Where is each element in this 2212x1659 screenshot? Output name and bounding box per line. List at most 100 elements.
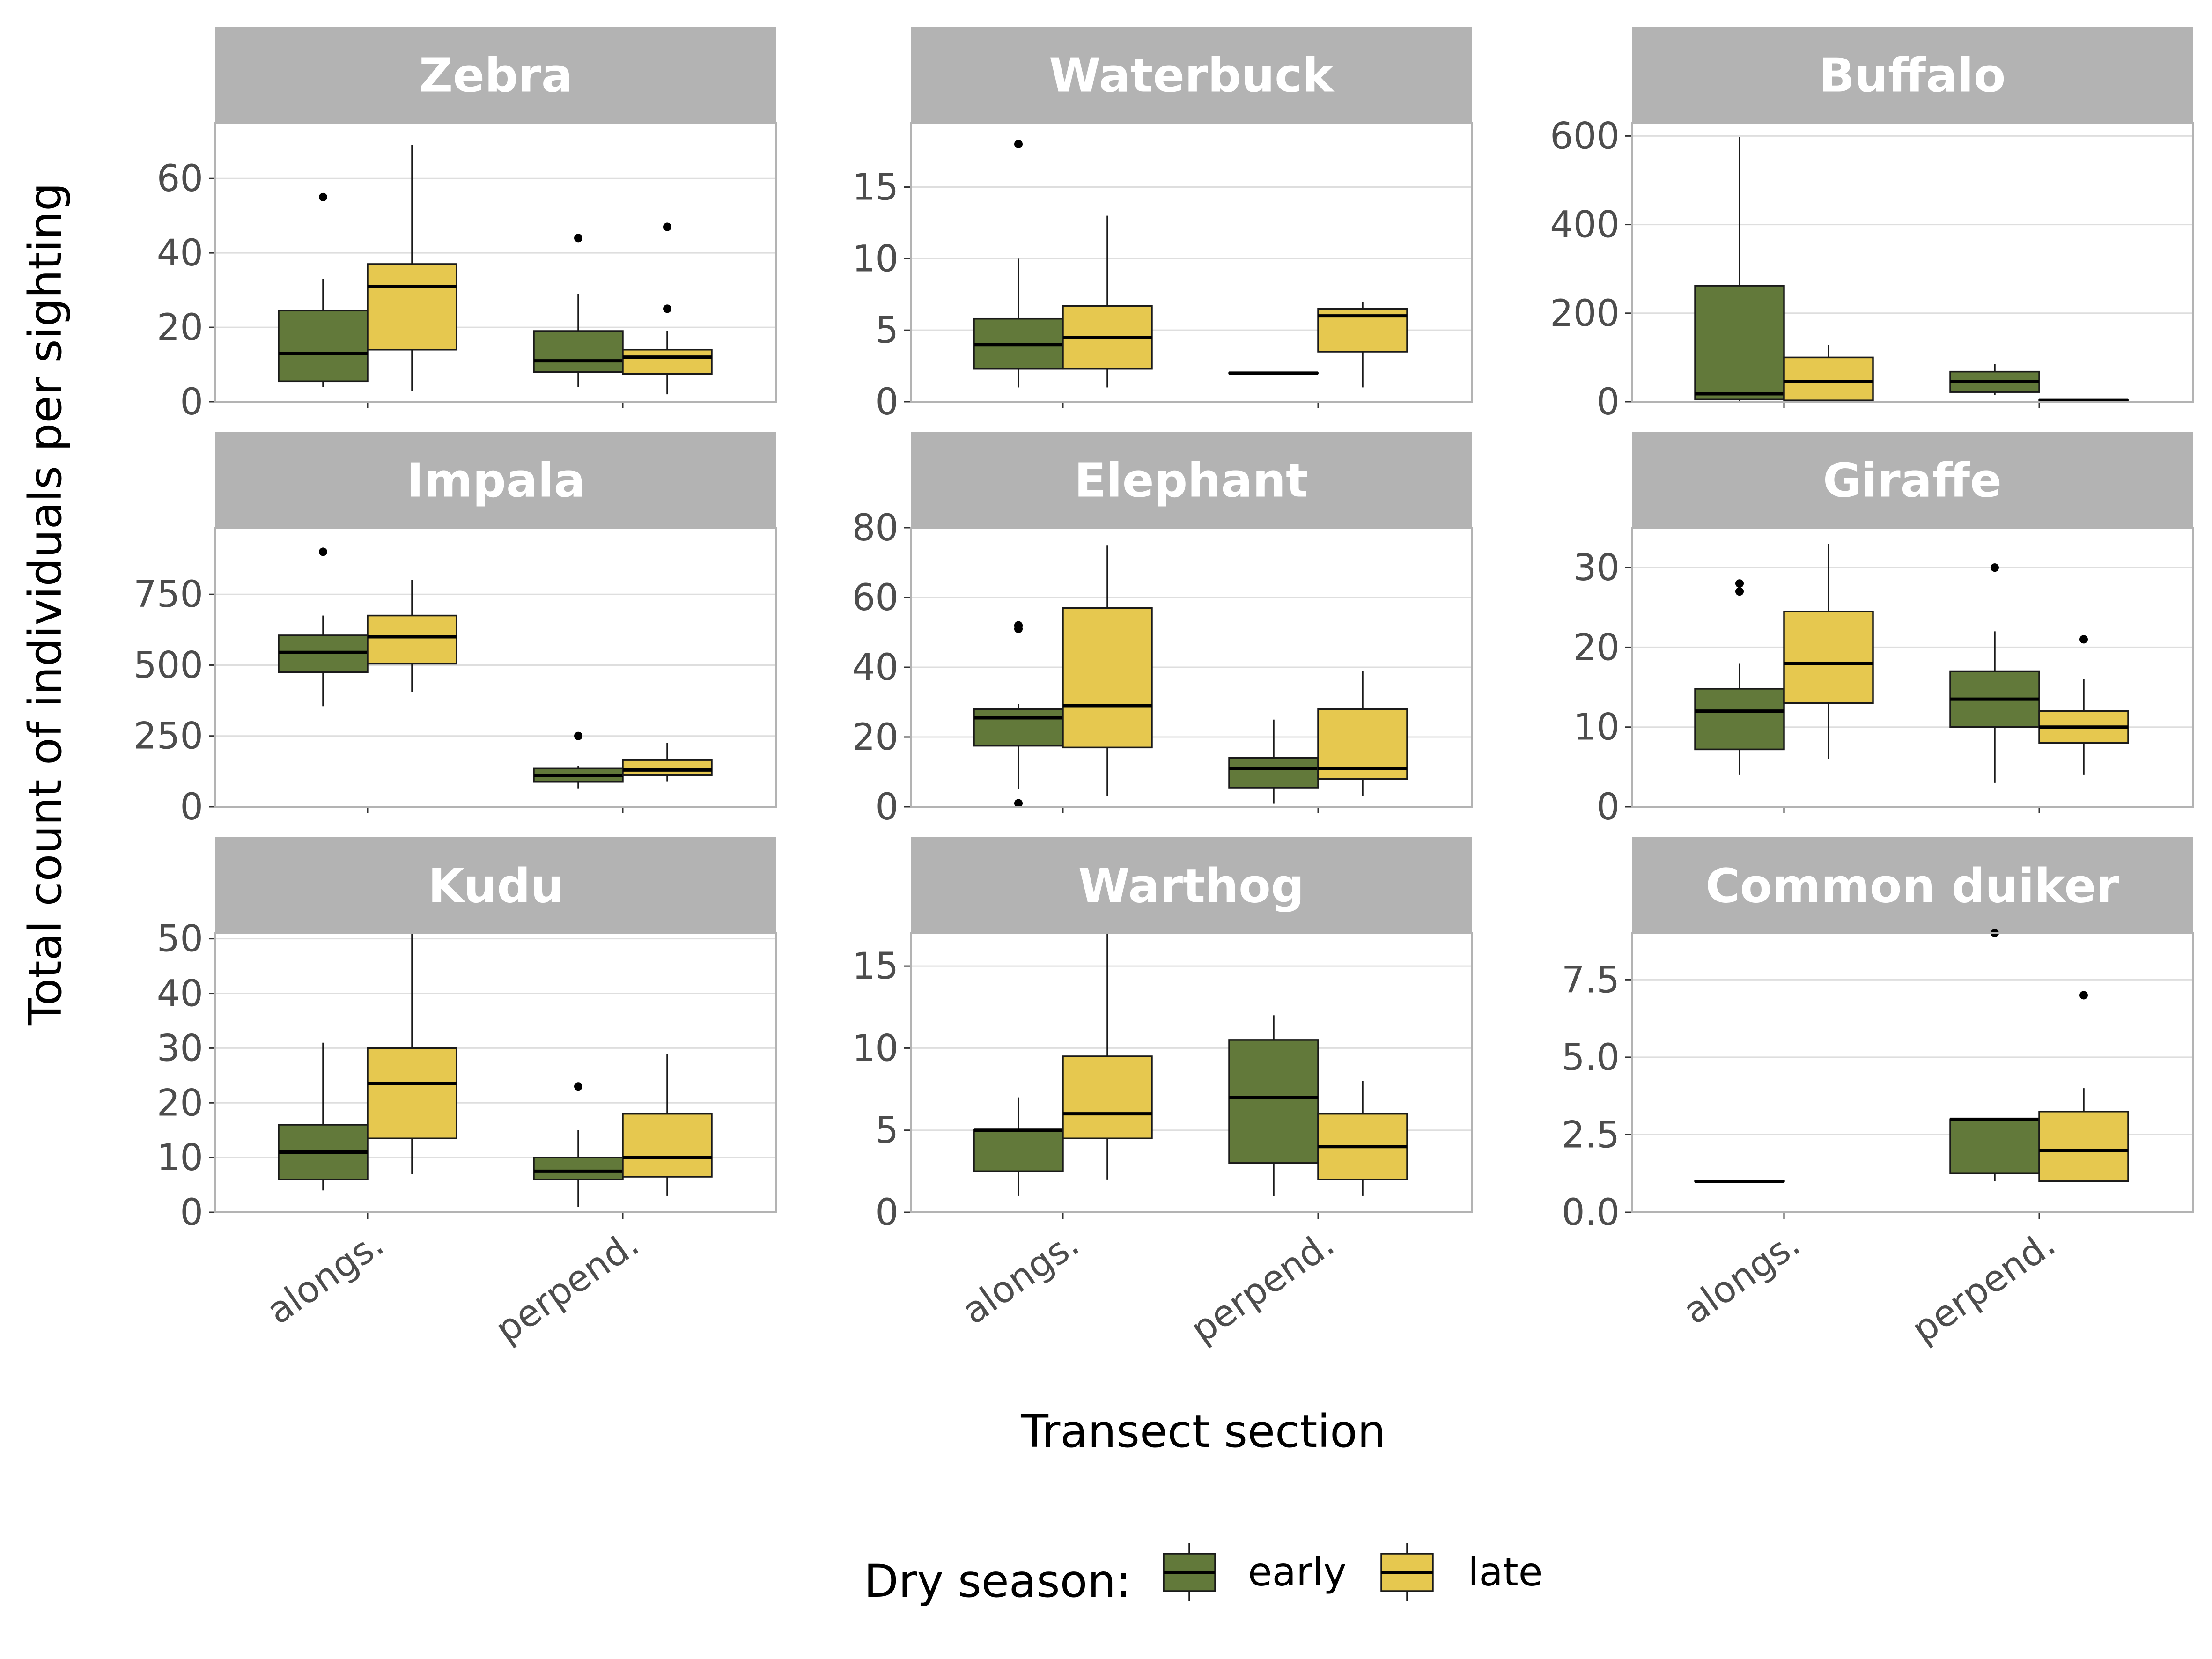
panel-border (1631, 932, 2194, 1213)
box-body (533, 330, 624, 373)
box-body (1228, 1039, 1319, 1164)
y-tick-label: 750 (133, 574, 203, 616)
box-late (622, 1054, 713, 1196)
y-tick-label: 0 (1596, 381, 1620, 423)
facet-title: Warthog (1078, 859, 1305, 914)
panel-border (214, 932, 777, 1213)
y-tick-label: 0 (180, 1192, 203, 1234)
facet-panel: Waterbuck 0 5 10 15 (852, 27, 1473, 423)
y-tick-label: 0 (180, 786, 203, 828)
box-late (622, 743, 713, 782)
outlier-point (1735, 587, 1744, 596)
outlier-point (574, 234, 582, 243)
box-body (622, 759, 713, 776)
outlier-point (1014, 621, 1023, 630)
box-late (1783, 345, 1874, 402)
box-body (533, 1157, 624, 1180)
facet-title: Kudu (428, 859, 564, 914)
y-tick-label: 10 (157, 1137, 203, 1179)
panel-border (214, 527, 777, 808)
y-tick-label: 600 (1550, 115, 1620, 157)
box-early (973, 140, 1064, 388)
box-body (2038, 1111, 2129, 1182)
box-late (1317, 671, 1408, 796)
y-tick-label: 2.5 (1562, 1114, 1620, 1156)
y-tick-label: 250 (133, 715, 203, 758)
outlier-point (2079, 635, 2088, 644)
panel-border (1631, 122, 2194, 403)
outlier-point (1735, 579, 1744, 588)
x-axis-title: Transect section (1020, 1405, 1386, 1458)
box-early (1228, 371, 1319, 375)
outlier-point (1991, 563, 1999, 572)
facet-strip (1632, 837, 2193, 933)
outlier-point (663, 222, 671, 231)
y-tick-label: 30 (157, 1027, 203, 1069)
x-tick-label: alongs. (1676, 1223, 1808, 1333)
facet-strip (1632, 27, 2193, 123)
box-body (1694, 688, 1785, 751)
y-axis-title: Total count of individuals per sighting (19, 183, 72, 1026)
box-body (1783, 356, 1874, 401)
y-tick-label: 200 (1550, 293, 1620, 335)
y-tick-label: 400 (1550, 204, 1620, 246)
y-tick-label: 0 (1596, 786, 1620, 828)
facet-title: Waterbuck (1049, 48, 1335, 103)
facet-title: Giraffe (1823, 453, 2002, 508)
box-body (367, 1047, 457, 1139)
legend-key-late: late (1380, 1543, 1542, 1601)
y-tick-label: 20 (1573, 627, 1620, 669)
y-tick-label: 40 (157, 232, 203, 274)
box-early (278, 192, 369, 387)
box-late (1062, 545, 1153, 796)
y-tick-label: 20 (852, 716, 899, 759)
facet-panel: Zebra 0 20 40 60 (157, 27, 777, 423)
y-tick-label: 60 (157, 158, 203, 200)
box-early (1694, 579, 1785, 775)
outlier-point (319, 192, 327, 201)
box-early (1694, 1180, 1785, 1183)
box-body (367, 614, 457, 665)
legend-label: early (1248, 1549, 1347, 1595)
box-late (1062, 215, 1153, 388)
box-body (1228, 757, 1319, 789)
y-tick-label: 0 (875, 381, 899, 423)
y-tick-label: 5 (875, 1110, 899, 1152)
facet-strip (215, 27, 776, 123)
outlier-point (2079, 991, 2088, 1000)
y-tick-label: 7.5 (1562, 959, 1620, 1001)
y-tick-label: 5 (875, 310, 899, 352)
y-tick-label: 5.0 (1562, 1037, 1620, 1079)
facet-panel: Common duiker 0.0 2.5 5.0 7.5 alongs. perpend. (1562, 837, 2194, 1351)
x-tick-label: perpend. (1904, 1223, 2063, 1351)
facet-panel: Elephant 0 20 40 60 80 (852, 432, 1473, 828)
facet-strip (1632, 432, 2193, 528)
box-late (367, 145, 457, 391)
panel-border (910, 527, 1473, 808)
outlier-point (663, 304, 671, 313)
legend: Dry season: early late (864, 1543, 1542, 1607)
facet-strip (911, 27, 1472, 123)
y-tick-label: 80 (852, 507, 899, 549)
panel-border (910, 122, 1473, 403)
box-early (1949, 364, 2040, 395)
box-body (622, 348, 713, 375)
outlier-point (574, 731, 582, 740)
facet-panel: Giraffe 0 10 20 30 (1573, 432, 2194, 828)
outlier-point (1014, 140, 1023, 148)
y-tick-label: 40 (852, 647, 899, 689)
panel-border (1631, 527, 2194, 808)
facet-panels: Zebra0204060Waterbuck051015Buffalo020040… (133, 27, 2194, 1351)
box-late (367, 580, 457, 692)
box-late (1783, 544, 1874, 759)
facet-strip (911, 432, 1472, 528)
y-tick-label: 20 (157, 1082, 203, 1124)
x-tick-label: perpend. (1183, 1223, 1342, 1351)
box-late (1317, 1081, 1408, 1196)
y-tick-label: 20 (157, 307, 203, 349)
y-tick-label: 10 (1573, 707, 1620, 749)
legend-title: Dry season: (864, 1555, 1131, 1607)
y-tick-label: 30 (1573, 547, 1620, 589)
facet-strip (215, 837, 776, 933)
box-body (973, 708, 1064, 747)
